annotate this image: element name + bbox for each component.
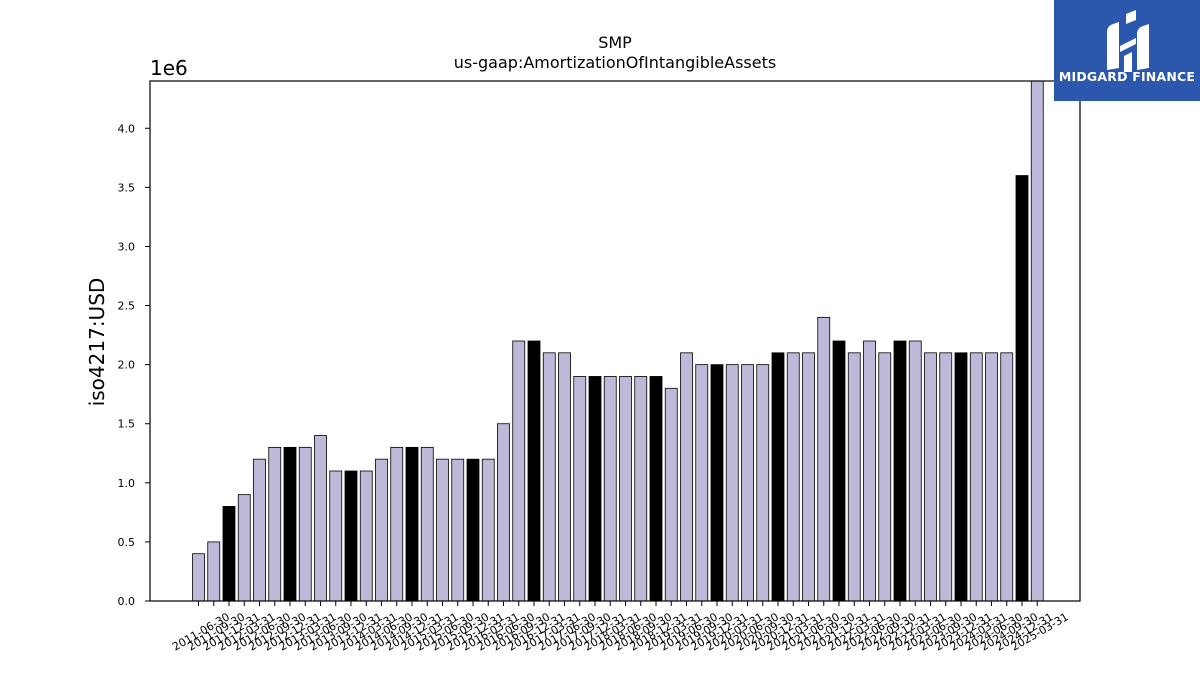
bar-2013-03-31 xyxy=(298,446,312,602)
bar-2015-03-31 xyxy=(420,446,434,602)
bar-2020-09-30 xyxy=(756,364,770,602)
plot-frame xyxy=(149,80,1081,602)
bar-2018-03-31 xyxy=(603,376,617,602)
bar-2016-09-30 xyxy=(512,340,526,602)
bar-2019-12-31 xyxy=(710,364,724,602)
chart-subtitle: us-gaap:AmortizationOfIntangibleAssets xyxy=(454,53,776,72)
bar-2014-09-30 xyxy=(390,446,404,602)
bar-2023-12-31 xyxy=(954,352,968,602)
bar-2024-12-31 xyxy=(1015,175,1029,602)
logo-text: MIDGARD FINANCE xyxy=(1059,69,1195,84)
bar-2023-06-30 xyxy=(924,352,937,602)
bar-2020-06-30 xyxy=(741,364,754,602)
bar-2017-09-30 xyxy=(573,376,587,602)
bar-2023-09-30 xyxy=(939,352,953,602)
bar-2012-03-31 xyxy=(237,494,251,602)
y-tick-label: 3.5 xyxy=(118,181,136,194)
y-tick-label: 2.0 xyxy=(118,359,136,372)
bar-2015-09-30 xyxy=(451,458,465,602)
y-tick-label: 0.5 xyxy=(118,536,136,549)
bar-2020-03-31 xyxy=(725,364,739,602)
bar-2011-12-31 xyxy=(222,506,236,602)
bar-2011-09-30 xyxy=(207,541,221,602)
bars-group xyxy=(192,80,1044,602)
y-tick-label: 4.0 xyxy=(118,122,136,135)
bar-2014-03-31 xyxy=(359,470,373,602)
bar-2017-06-30 xyxy=(558,352,571,602)
bar-2011-06-30 xyxy=(192,553,205,602)
bar-2012-12-31 xyxy=(283,446,297,602)
logo-mark-icon xyxy=(1107,10,1149,72)
x-ticks-group: 2011-06-302011-09-302011-12-312012-03-31… xyxy=(170,601,1071,654)
bar-2019-09-30 xyxy=(695,364,709,602)
bar-2019-03-31 xyxy=(664,387,678,602)
bar-2023-03-31 xyxy=(908,340,922,602)
bar-2019-06-30 xyxy=(680,352,693,602)
bar-2013-06-30 xyxy=(314,435,327,602)
y-ticks-group: 0.0 0.5 1.0 1.5 2.0 2.5 3.0 3.5 4.0 xyxy=(118,122,150,608)
y-tick-label: 1.0 xyxy=(118,477,136,490)
logo-badge: MIDGARD FINANCE xyxy=(1054,0,1200,101)
bar-2012-09-30 xyxy=(268,446,282,602)
y-tick-label: 2.5 xyxy=(118,300,136,313)
bar-2018-06-30 xyxy=(619,376,632,602)
bar-2020-12-31 xyxy=(771,352,785,602)
y-tick-label: 0.0 xyxy=(118,595,136,608)
bar-2024-09-30 xyxy=(1000,352,1014,602)
bar-2018-12-31 xyxy=(649,376,663,602)
y-tick-label: 1.5 xyxy=(118,418,136,431)
bar-2016-12-31 xyxy=(527,340,541,602)
bar-2016-03-31 xyxy=(481,458,495,602)
y-tick-label: 3.0 xyxy=(118,240,136,253)
bar-2018-09-30 xyxy=(634,376,648,602)
bar-2015-06-30 xyxy=(436,458,449,602)
bar-2022-12-31 xyxy=(893,340,907,602)
bar-2021-03-31 xyxy=(786,352,800,602)
bar-2016-06-30 xyxy=(497,423,510,602)
bar-2022-06-30 xyxy=(863,340,876,602)
bar-2017-03-31 xyxy=(542,352,556,602)
y-axis-label: iso4217:USD xyxy=(85,278,109,407)
bar-2013-12-31 xyxy=(344,470,358,602)
chart-title: SMP xyxy=(598,33,632,52)
bar-2022-03-31 xyxy=(847,352,861,602)
bar-2021-06-30 xyxy=(802,352,815,602)
bar-2024-03-31 xyxy=(969,352,983,602)
y-offset-text: 1e6 xyxy=(150,56,188,80)
bar-2014-12-31 xyxy=(405,446,419,602)
bar-2015-12-31 xyxy=(466,458,480,602)
bar-2014-06-30 xyxy=(375,458,388,602)
bar-2022-09-30 xyxy=(878,352,892,602)
bar-2017-12-31 xyxy=(588,376,602,602)
bar-2024-06-30 xyxy=(985,352,998,602)
bar-2021-12-31 xyxy=(832,340,846,602)
bar-2012-06-30 xyxy=(253,458,266,602)
bar-2013-09-30 xyxy=(329,470,343,602)
bar-2025-03-31 xyxy=(1030,80,1044,602)
bar-2021-09-30 xyxy=(817,316,831,602)
